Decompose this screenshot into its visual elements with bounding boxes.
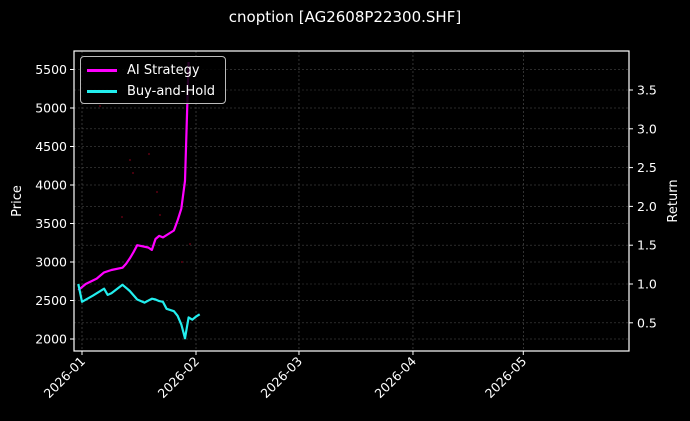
y-tick-label-left: 3000	[35, 255, 67, 270]
legend-item-buy-and-hold: Buy-and-Hold	[87, 81, 215, 101]
y-tick-label-right: 2.5	[637, 160, 657, 175]
y-tick-label-left: 5500	[35, 62, 67, 77]
x-axis: 2026-01 2026-02 2026-03 2026-04 2026-05	[41, 351, 530, 402]
y-tick-label-left: 2500	[35, 293, 67, 308]
legend-swatch-icon	[87, 68, 117, 72]
legend-label: Buy-and-Hold	[127, 83, 216, 99]
y-tick-label-left: 4000	[35, 178, 67, 193]
y-tick-label-right: 3.0	[637, 121, 657, 136]
right-axis: 0.5 1.0 1.5 2.0 2.5 3.0 3.5	[629, 83, 657, 330]
y-tick-label-left: 4500	[35, 139, 67, 154]
x-tick-label: 2026-04	[372, 353, 420, 401]
x-tick-label: 2026-05	[482, 354, 530, 402]
series-lines	[77, 61, 201, 340]
x-tick-label: 2026-01	[41, 354, 89, 402]
y-tick-label-left: 3500	[35, 216, 67, 231]
y-axis-label-left: Price	[10, 185, 25, 217]
x-tick-label: 2026-02	[155, 354, 203, 402]
plot-frame	[73, 50, 630, 352]
y-tick-label-left: 5000	[35, 101, 67, 116]
chart-title: cnoption [AG2608P22300.SHF]	[228, 8, 462, 26]
legend-swatch-icon	[87, 89, 117, 93]
x-tick-label: 2026-03	[258, 354, 306, 402]
y-tick-label-right: 1.5	[637, 238, 657, 253]
legend-label: AI Strategy	[127, 62, 200, 78]
series-line	[77, 283, 201, 340]
price-markers	[99, 105, 191, 263]
y-axis-label-right: Return	[666, 179, 681, 222]
y-tick-label-right: 2.0	[637, 199, 657, 214]
legend: AI Strategy Buy-and-Hold	[80, 56, 226, 104]
y-tick-label-left: 2000	[35, 332, 67, 347]
y-tick-label-right: 3.5	[637, 83, 657, 98]
legend-item-ai-strategy: AI Strategy	[87, 60, 200, 80]
y-tick-label-right: 0.5	[637, 315, 657, 330]
y-tick-label-right: 1.0	[637, 277, 657, 292]
series-line	[77, 61, 190, 292]
left-axis: 2000 2500 3000 3500 4000 4500 5000 5500	[35, 62, 74, 347]
